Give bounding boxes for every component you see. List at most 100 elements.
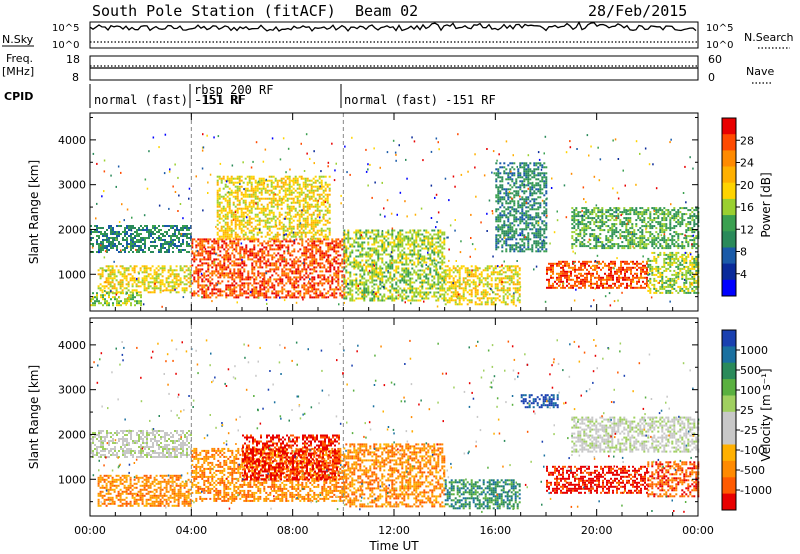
power-panel-cell-0 [154, 229, 156, 231]
power-panel-cell-3 [323, 288, 326, 291]
power-panel-cell-0 [130, 227, 132, 229]
power-panel-cell-5 [357, 255, 360, 258]
power-panel-cell-6 [448, 267, 451, 270]
power-panel-cell-3 [321, 262, 324, 265]
power-panel-cell-4 [302, 203, 305, 206]
power-panel-cell-0 [186, 245, 188, 247]
power-panel-cell-1 [187, 273, 190, 276]
power-panel-cell-6 [512, 287, 515, 290]
power-panel-cell-0 [106, 245, 108, 247]
power-panel-cell-4 [238, 227, 241, 230]
power-panel-cell-5 [393, 229, 396, 232]
power-panel-cell-1 [189, 291, 192, 294]
power-panel-cell-4 [292, 199, 295, 202]
power-panel-cell-1 [153, 291, 156, 294]
power-panel-cell-5 [405, 273, 408, 276]
power-panel-cell-6 [480, 301, 483, 304]
power-panel-cell-3 [215, 270, 218, 273]
power-panel-cell-3 [213, 272, 216, 275]
power-panel-cell-7 [521, 250, 524, 253]
power-panel-cell-5 [351, 285, 354, 288]
power-panel-cell-3 [257, 240, 260, 243]
power-panel-cell-3 [307, 256, 310, 259]
power-panel-cell-3 [299, 292, 302, 295]
power-panel-cell-3 [333, 278, 336, 281]
power-panel-cell-5 [435, 271, 438, 274]
power-panel-cell-1 [187, 267, 190, 270]
power-panel-cell-6 [460, 295, 463, 298]
power-panel-cell-3 [241, 256, 244, 259]
power-panel-cell-0 [164, 225, 166, 227]
power-panel-cell-2 [120, 304, 122, 307]
power-panel-cell-3 [317, 274, 320, 277]
power-panel-cell-4 [242, 195, 245, 198]
power-panel-cell-0 [182, 243, 184, 245]
power-panel-cell-0 [126, 231, 128, 233]
power-panel-cell-6 [488, 265, 491, 268]
power-panel-cell-5 [417, 255, 420, 258]
power-panel-cell-3 [199, 284, 202, 287]
power-panel-cell-5 [435, 233, 438, 236]
power-panel-cell-5 [345, 261, 348, 264]
power-panel-cell-4 [312, 205, 315, 208]
power-panel-cell-2 [114, 298, 116, 301]
power-panel-cell-1 [153, 273, 156, 276]
power-panel-cell-7 [517, 192, 520, 195]
power-panel-cell-5 [409, 253, 412, 256]
power-panel-cell-3 [227, 274, 230, 277]
power-panel-cell-7 [505, 232, 508, 235]
power-panel-cell-3 [235, 246, 238, 249]
power-panel-cell-6 [480, 291, 483, 294]
power-panel-cell-4 [238, 203, 241, 206]
power-panel-cell-3 [259, 280, 262, 283]
power-panel-cell-5 [405, 235, 408, 238]
power-panel-cell-4 [234, 233, 237, 236]
power-panel-cell-0 [144, 225, 146, 227]
power-panel-cell-6 [454, 291, 457, 294]
power-panel-cell-5 [389, 271, 392, 274]
power-panel-cell-7 [515, 246, 518, 249]
power-panel-cell-5 [383, 235, 386, 238]
power-panel-cell-1 [123, 269, 126, 272]
power-panel-cell-3 [235, 296, 238, 299]
power-panel-cell-3 [267, 240, 270, 243]
power-panel-cell-5 [421, 247, 424, 250]
power-panel-cell-6 [444, 291, 447, 294]
power-panel-cell-3 [247, 282, 250, 285]
power-panel-cell-3 [227, 254, 230, 257]
power-panel-cell-1 [105, 281, 108, 284]
power-panel-cell-2 [112, 296, 114, 299]
power-panel-cell-3 [207, 252, 210, 255]
power-panel-cell-7 [501, 184, 504, 187]
power-panel-cell-1 [111, 273, 114, 276]
power-panel-cell-5 [393, 289, 396, 292]
power-panel-cell-0 [162, 233, 164, 235]
power-panel-cell-5 [409, 229, 412, 232]
power-panel-cell-7 [495, 186, 498, 189]
power-panel-cell-0 [136, 239, 138, 241]
power-panel-cell-5 [443, 231, 446, 234]
power-panel-cell-5 [347, 257, 350, 260]
power-panel-cell-7 [515, 178, 518, 181]
power-panel-cell-4 [328, 231, 331, 234]
power-panel-cell-0 [122, 249, 124, 251]
power-panel-cell-5 [385, 267, 388, 270]
power-panel-cell-5 [435, 291, 438, 294]
power-panel-cell-4 [244, 205, 247, 208]
power-panel-cell-4 [266, 203, 269, 206]
power-panel-cell-3 [307, 292, 310, 295]
power-panel-cell-4 [312, 195, 315, 198]
power-panel-cell-3 [275, 262, 278, 265]
power-panel-cell-7 [523, 186, 526, 189]
power-panel-cell-3 [265, 294, 268, 297]
power-panel-cell-3 [243, 238, 246, 241]
power-panel-cell-4 [222, 205, 225, 208]
power-panel-cell-1 [133, 265, 136, 268]
power-panel-cell-3 [213, 270, 216, 273]
power-panel-cell-5 [413, 291, 416, 294]
power-panel-cell-1 [155, 285, 158, 288]
power-panel-cell-1 [109, 275, 112, 278]
power-panel-cell-4 [308, 183, 311, 186]
power-panel-cell-5 [359, 255, 362, 258]
power-panel-cell-3 [311, 264, 314, 267]
